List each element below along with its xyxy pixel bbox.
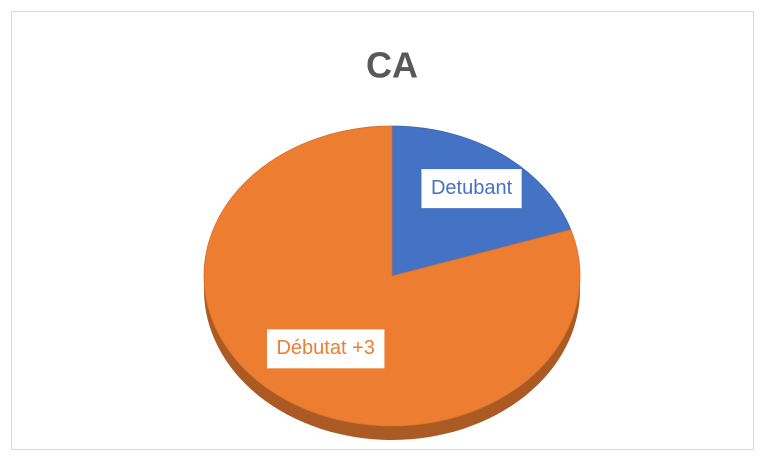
data-label-text: Detubant (431, 177, 513, 199)
chart-title: CA (366, 45, 418, 86)
data-label-box (420, 168, 523, 210)
data-label-box (265, 328, 386, 370)
data-label: Detubant (420, 168, 523, 210)
data-label: Débutat +3 (265, 328, 386, 370)
data-label-text: Débutat +3 (276, 337, 374, 359)
